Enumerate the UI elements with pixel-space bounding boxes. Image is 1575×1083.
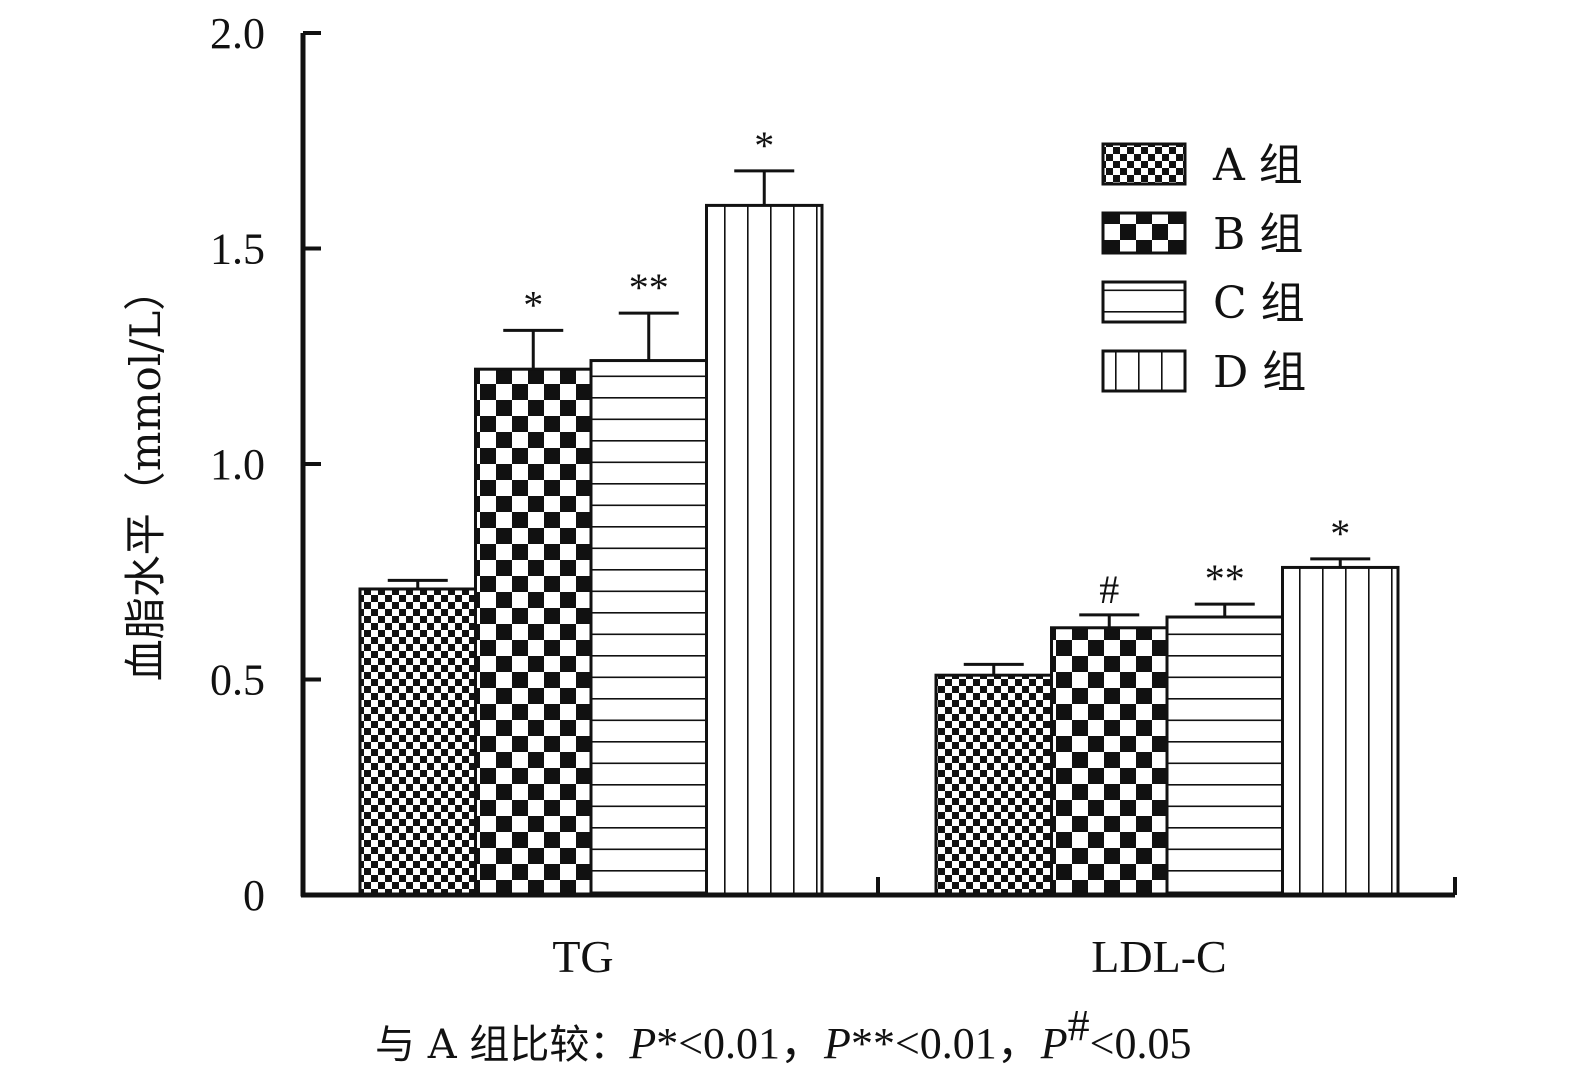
y-tick-label: 1.5: [210, 225, 265, 274]
labels-group: * ***# ***00.51.01.52.0TG LDL-C: [210, 9, 1350, 982]
y-tick-label: 0.5: [210, 656, 265, 705]
footnote-p3-letter: P: [1040, 1019, 1068, 1068]
significance-mark: **: [629, 265, 669, 310]
axes-group: [300, 31, 1457, 898]
y-tick-label: 2.0: [210, 9, 265, 58]
bar-tg-series-3: [589, 359, 708, 897]
y-tick-label: 0: [243, 871, 265, 920]
footnote-p1-rest: *<0.01，: [656, 1019, 824, 1068]
significance-footnote: 与 A 组比较：P*<0.01，P**<0.01，P#<0.05: [375, 1001, 1191, 1068]
footnote-p3-rest: <0.05: [1090, 1019, 1192, 1068]
legend-label-series-1: A 组: [1212, 140, 1303, 191]
significance-mark: **: [1205, 556, 1245, 601]
y-axis-title: 血脂水平（mmol/L）: [121, 269, 170, 681]
bar-tg-series-2: [474, 367, 593, 897]
footnote-p2-letter: P: [823, 1019, 851, 1068]
bar-tg-series-1: [358, 587, 477, 897]
footnote-prefix: 与 A 组比较：: [375, 1022, 629, 1068]
significance-mark: *: [1330, 511, 1350, 556]
footnote-p2-rest: **<0.01，: [851, 1019, 1041, 1068]
footnote-p3-superscript: #: [1068, 1001, 1090, 1050]
legend-swatch-series-4: [1101, 349, 1187, 393]
y-tick-label: 1.0: [210, 440, 265, 489]
legend-label-series-3: C 组: [1213, 278, 1305, 329]
bar-ldl-c-series-1: [934, 673, 1053, 897]
bar-ldl-c-series-3: [1165, 615, 1284, 897]
bar-ldl-c-series-4: [1281, 565, 1400, 897]
x-tick-label: LDL-C: [1091, 931, 1226, 982]
significance-mark: *: [523, 282, 543, 327]
significance-mark: *: [754, 123, 774, 168]
bar-tg-series-4: [705, 203, 824, 897]
significance-mark: #: [1099, 567, 1119, 612]
footnote-p1-letter: P: [628, 1019, 656, 1068]
legend: A 组 B 组 C 组 D 组: [1101, 140, 1306, 398]
legend-label-series-2: B 组: [1213, 209, 1303, 260]
legend-swatch-series-3: [1101, 280, 1187, 324]
bars-group: [358, 169, 1400, 897]
x-tick-label: TG: [552, 931, 613, 982]
bar-ldl-c-series-2: [1050, 626, 1169, 897]
legend-swatch-series-1: [1101, 142, 1187, 186]
legend-label-series-4: D 组: [1213, 347, 1306, 398]
legend-swatch-series-2: [1101, 211, 1187, 255]
